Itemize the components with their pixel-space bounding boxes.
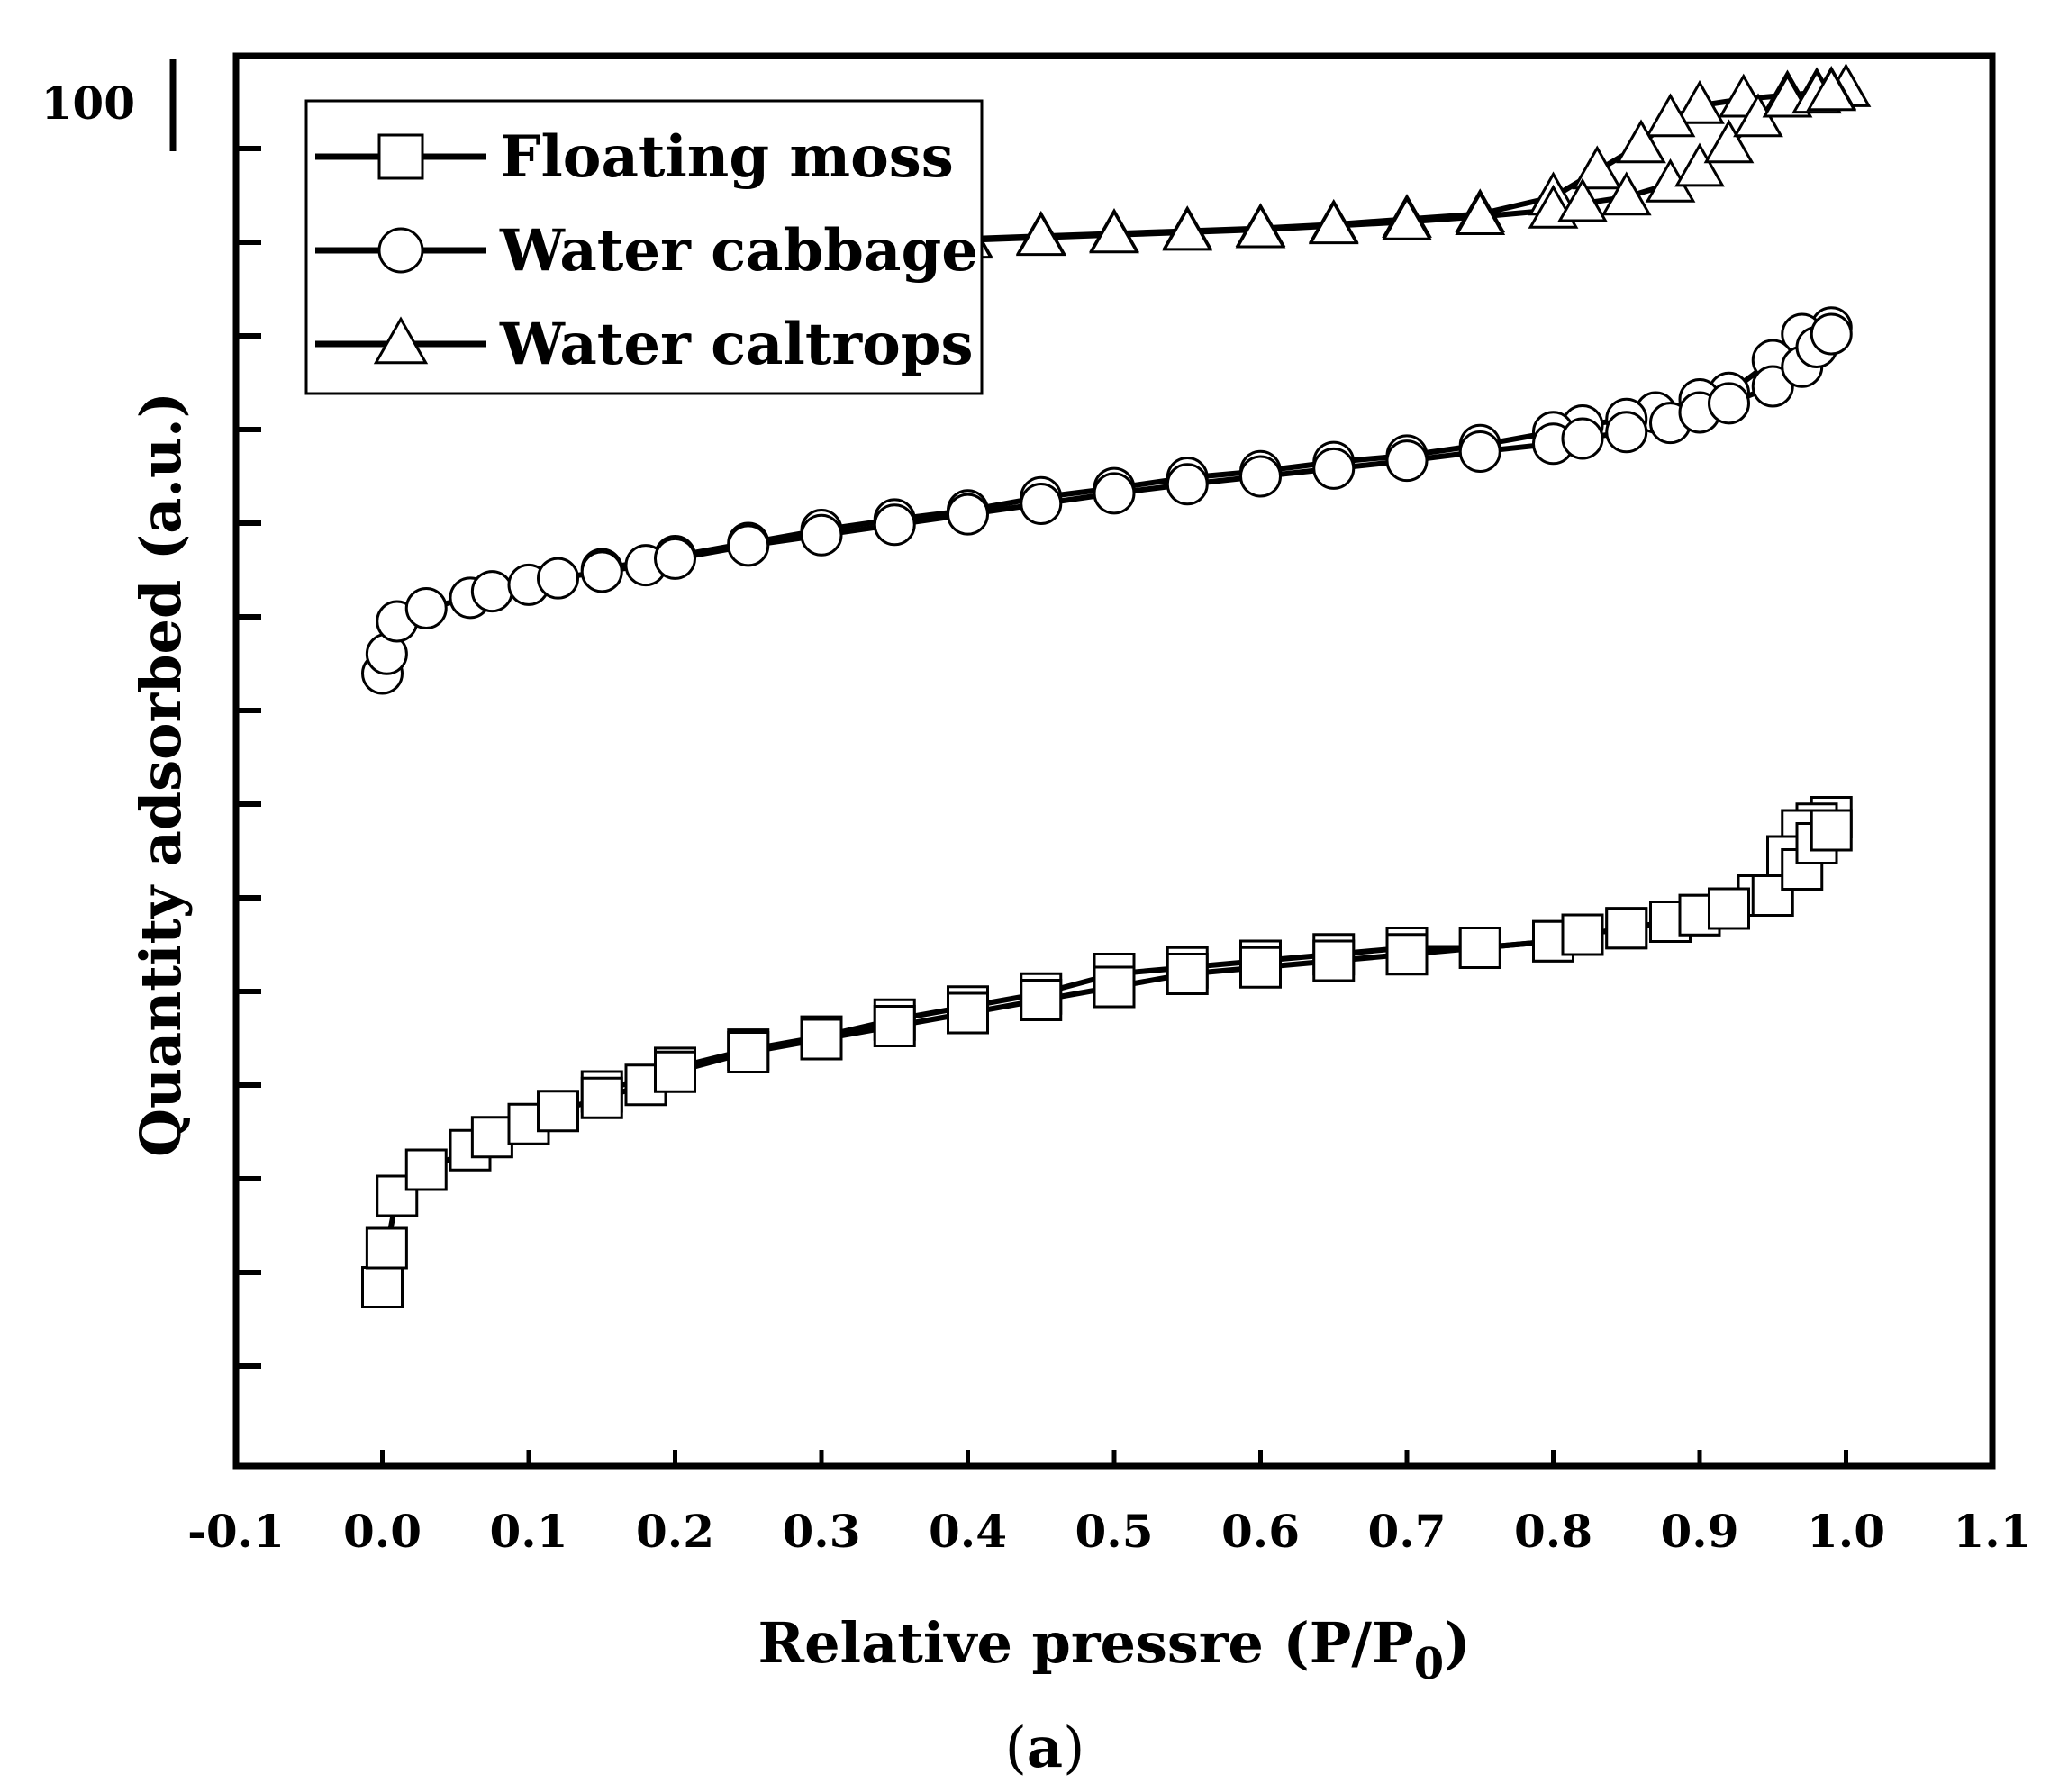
data-point-adsorption [537,557,579,600]
data-point-adsorption [1385,439,1429,483]
data-point-adsorption [537,1090,579,1133]
data-point-adsorption [1093,472,1136,515]
caption-label: a [1027,1715,1063,1780]
legend-label: Water caltrops [499,311,974,378]
data-point-adsorption [1557,177,1608,222]
x-axis-title-close: ) [1444,1610,1470,1676]
data-point-adsorption [1708,887,1750,930]
data-point-adsorption [654,537,696,580]
data-point-adsorption [1674,142,1725,187]
x-tick-label: 0.8 [1514,1505,1592,1558]
x-axis-title: Relative pressre (P/P0) [758,1610,1471,1689]
data-point-adsorption [654,1050,696,1093]
data-point-adsorption [361,1266,404,1308]
series-line-desorption [601,814,1833,1094]
x-tick-label: 0.0 [343,1505,422,1558]
data-point-desorption [1572,145,1623,190]
data-point-desorption [1645,93,1696,138]
x-axis-title-main: Relative pressre (P/P [758,1610,1414,1676]
data-point-adsorption [1166,953,1209,995]
data-point-adsorption [1015,212,1066,257]
x-tick-label: 0.3 [783,1505,861,1558]
y-tick-label-100: 100 [41,77,135,130]
data-point-adsorption [1166,463,1209,506]
data-point-adsorption [873,1005,916,1047]
data-point-adsorption [727,1031,770,1073]
data-point-adsorption [1751,365,1794,408]
y-axis-title: Quantity adsorbed (a.u.) [128,392,194,1157]
data-point-adsorption [1458,927,1501,969]
x-axis-ticks: -0.1 0.0 0.1 0.2 0.3 0.4 0.5 0.6 0.7 0.8 0.9 1.0 1.1 [187,1450,2032,1558]
data-point-adsorption [1703,119,1755,164]
data-point-adsorption [1561,913,1604,956]
legend-marker-square [377,133,424,180]
data-point-adsorption [1458,430,1501,473]
data-point-adsorption [580,550,623,593]
data-point-adsorption [1810,809,1853,852]
x-tick-label: -0.1 [187,1505,285,1558]
data-point-adsorption [1382,195,1432,240]
data-point-adsorption [1806,67,1857,112]
x-tick-label: 0.7 [1368,1505,1447,1558]
data-point-adsorption [873,503,916,547]
data-point-adsorption [1089,209,1139,254]
x-tick-label: 1.0 [1807,1505,1885,1558]
series-circle [361,306,1853,695]
data-point-adsorption [365,1226,408,1270]
data-point-adsorption [800,513,843,557]
data-point-adsorption [947,991,989,1035]
data-point-adsorption [1312,447,1356,490]
data-point-adsorption [1605,411,1648,454]
data-point-adsorption [800,1018,843,1061]
x-axis-title-subscript: 0 [1414,1639,1444,1689]
data-point-adsorption [1020,483,1063,525]
data-point-adsorption [1162,206,1213,251]
data-point-adsorption [1308,200,1359,245]
data-point-adsorption [470,570,513,613]
data-point-adsorption [1239,455,1282,498]
x-tick-label: 0.6 [1221,1505,1300,1558]
figure-caption: (a) [1005,1715,1085,1780]
x-tick-label: 0.5 [1075,1505,1154,1558]
data-point-adsorption [1708,382,1750,425]
y-axis-ticks [236,146,261,1369]
data-point-adsorption [1235,204,1286,249]
series-line-adsorption [379,828,1834,1288]
x-tick-label: 0.9 [1661,1505,1739,1558]
legend-marker-triangle [373,316,429,365]
data-point-adsorption [947,493,989,536]
data-point-adsorption [1810,312,1853,356]
plot-series [357,63,1872,1308]
data-point-adsorption [1093,965,1136,1009]
data-point-adsorption [470,1116,513,1159]
data-point-adsorption [1239,946,1282,989]
legend-entries: Floating moss Water cabbage Water caltrops [315,123,978,378]
legend-marker-circle [377,227,424,274]
data-point-desorption [1616,119,1666,164]
x-tick-label: 0.2 [636,1505,714,1558]
legend-label: Floating moss [500,123,954,191]
data-point-adsorption [404,587,448,629]
data-point-desorption [1674,79,1725,124]
x-tick-label: 0.4 [929,1505,1007,1558]
data-point-adsorption [1561,417,1604,460]
data-point-adsorption [580,1076,623,1119]
legend: Floating moss Water cabbage Water caltrops [304,99,984,395]
x-tick-label: 0.1 [490,1505,568,1558]
data-point-adsorption [1385,933,1429,976]
x-tick-label: 1.1 [1954,1505,2032,1558]
legend-label: Water cabbage [499,217,978,285]
caption-close: ) [1063,1715,1084,1780]
data-point-adsorption [1020,979,1063,1021]
data-point-adsorption [727,524,770,567]
data-point-adsorption [1312,939,1356,982]
data-point-adsorption [1455,191,1506,235]
caption-open: ( [1005,1715,1027,1780]
data-point-adsorption [1601,171,1652,216]
series-square [361,796,1853,1308]
data-point-adsorption [1605,907,1648,950]
data-point-adsorption [404,1148,448,1191]
